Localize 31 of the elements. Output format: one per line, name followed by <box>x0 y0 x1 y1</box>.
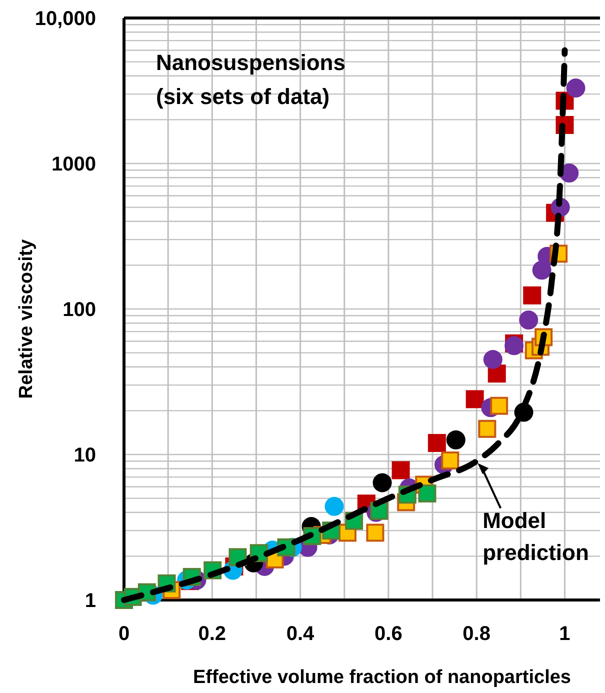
point <box>519 310 538 330</box>
y-tick-label: 1000 <box>52 154 96 176</box>
y-tick-label: 10 <box>74 444 96 466</box>
point <box>490 396 508 415</box>
point <box>372 473 392 492</box>
point <box>566 78 586 98</box>
annotation: Nanosuspensions (six sets of data) <box>156 50 346 109</box>
point <box>483 350 502 369</box>
y-tick-label: 100 <box>62 299 96 321</box>
point <box>428 434 446 452</box>
x-axis-title: Effective volume fraction of nanoparticles <box>193 667 571 688</box>
x-tick-label: 0 <box>118 623 130 645</box>
y-tick-label: 1 <box>84 590 96 612</box>
x-tick-label: 0.6 <box>374 623 402 645</box>
x-tick-label: 0.4 <box>286 623 316 645</box>
x-tick-label: 0.8 <box>462 623 490 645</box>
point <box>446 430 466 450</box>
x-tick-label: 0.2 <box>198 623 226 645</box>
point <box>392 461 410 480</box>
x-tick-label: 1 <box>559 623 570 645</box>
point <box>418 484 436 502</box>
point <box>466 390 484 408</box>
y-axis-title: Relative viscosity <box>16 238 37 399</box>
point <box>504 336 524 356</box>
point <box>324 496 344 516</box>
point <box>523 286 542 304</box>
point <box>441 451 460 470</box>
annotation: Model prediction <box>482 508 589 566</box>
point <box>366 524 384 542</box>
y-tick-label: 10,000 <box>34 8 96 30</box>
point <box>478 420 496 438</box>
